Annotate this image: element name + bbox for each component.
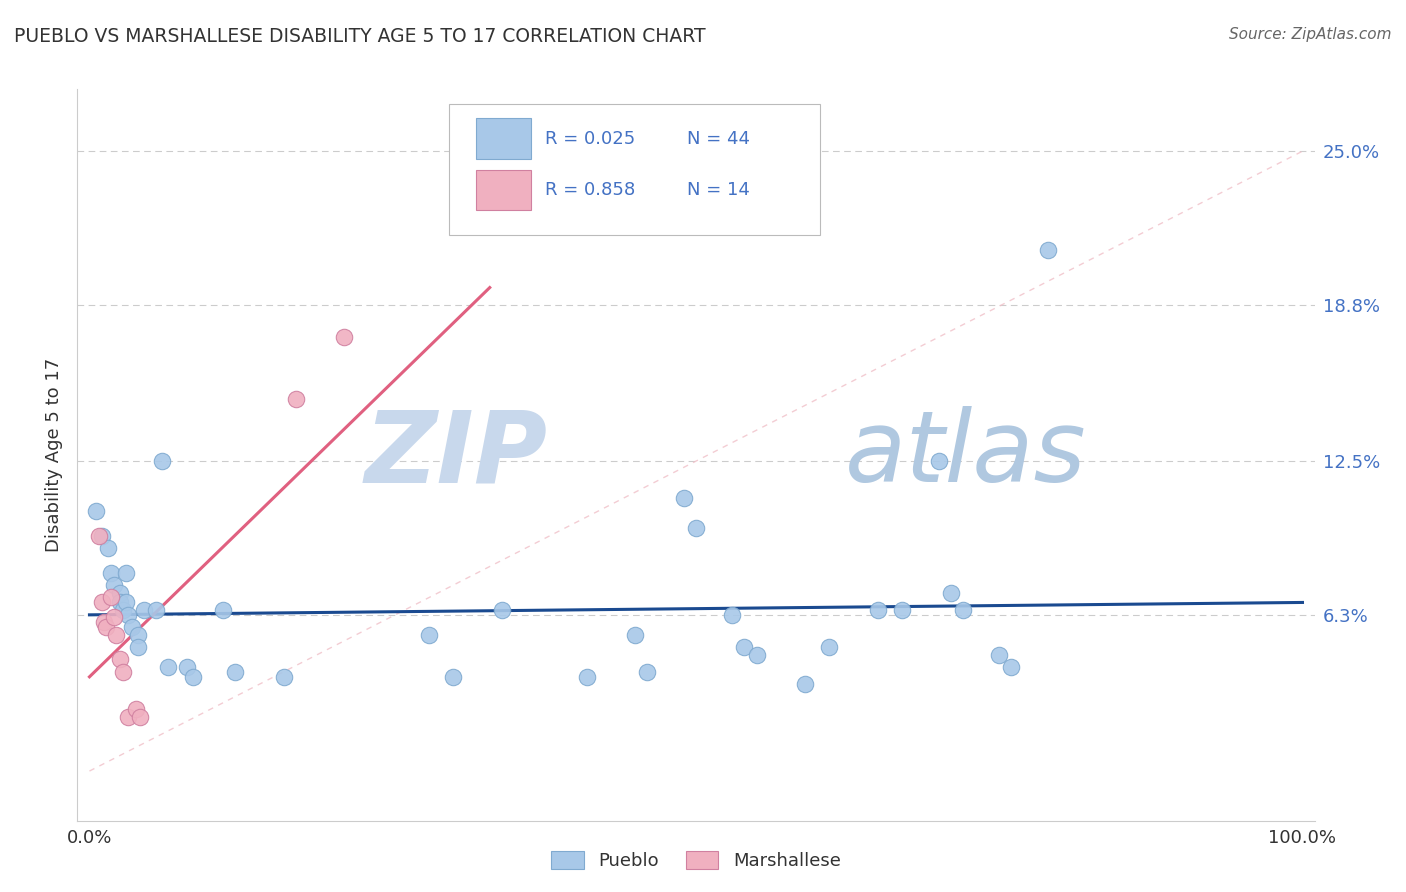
Point [115,595,138,609]
Point [1000,660,1022,674]
FancyBboxPatch shape [475,119,531,159]
Point [117,607,139,622]
Point [150,454,173,468]
Point [90,528,112,542]
Point [575,670,598,684]
Point [100,591,122,605]
Point [212,603,235,617]
Point [685,521,707,535]
Point [89,528,111,542]
Point [145,603,167,617]
Point [84,504,107,518]
Point [224,665,246,679]
Point [112,665,135,679]
Text: R = 0.025: R = 0.025 [546,130,636,148]
Point [181,670,204,684]
Y-axis label: Disability Age 5 to 17: Disability Age 5 to 17 [45,358,63,552]
Point [636,665,658,679]
Text: ZIP: ZIP [364,407,547,503]
Point [108,652,131,666]
Point [129,709,152,723]
Point [115,566,138,580]
Point [273,670,295,684]
Legend: Pueblo, Marshallese: Pueblo, Marshallese [544,844,848,878]
Point [100,566,122,580]
Point [745,648,768,662]
FancyBboxPatch shape [475,169,531,210]
Point [624,628,647,642]
Point [132,603,155,617]
Text: R = 0.858: R = 0.858 [546,181,636,199]
Point [90,595,112,609]
Point [952,603,974,617]
Point [441,670,464,684]
Point [112,603,135,617]
Point [891,603,914,617]
Point [157,660,180,674]
Point [103,610,125,624]
Point [127,628,149,642]
Point [333,330,356,344]
Point [103,578,125,592]
Point [672,491,695,506]
Point [491,603,513,617]
Point [866,603,889,617]
Point [721,607,744,622]
Text: Source: ZipAtlas.com: Source: ZipAtlas.com [1229,27,1392,42]
Point [93,615,115,630]
Point [108,585,131,599]
Point [794,677,817,691]
Point [108,595,131,609]
Point [928,454,950,468]
Point [121,620,143,634]
Point [988,648,1011,662]
Point [127,640,149,654]
Point [1036,244,1059,258]
Point [176,660,198,674]
Point [105,628,128,642]
Point [117,709,139,723]
Text: PUEBLO VS MARSHALLESE DISABILITY AGE 5 TO 17 CORRELATION CHART: PUEBLO VS MARSHALLESE DISABILITY AGE 5 T… [14,27,706,45]
Text: N = 44: N = 44 [688,130,751,148]
Point [96,620,118,634]
Point [939,585,962,599]
Text: N = 14: N = 14 [688,181,751,199]
Text: atlas: atlas [845,407,1085,503]
Point [818,640,841,654]
Point [124,702,146,716]
Point [97,541,120,555]
Point [734,640,756,654]
Point [418,628,440,642]
FancyBboxPatch shape [449,103,820,235]
Point [284,392,307,406]
